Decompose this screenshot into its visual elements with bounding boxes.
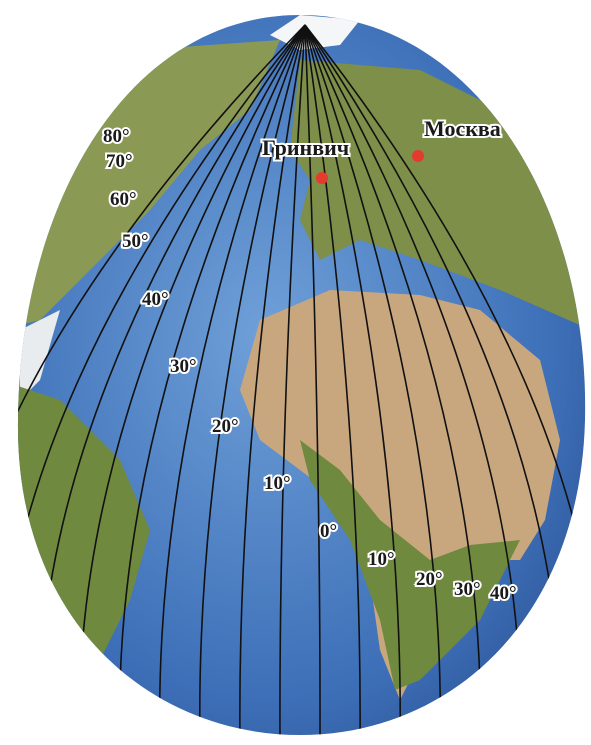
meridian-labels: 80° 70° 60° 50° 40° 30° 20° 10° 0° 10° 20° 30° 40°: [101, 124, 519, 606]
africa-south: [300, 440, 520, 690]
meridian-line: [304, 24, 482, 735]
africa: [240, 290, 560, 700]
meridian-line: [198, 24, 306, 735]
meridian-label: 10°: [368, 549, 395, 570]
meridian-line: [304, 24, 402, 735]
meridian-label: 50°: [122, 231, 149, 252]
place-label: Москва: [424, 116, 501, 141]
meridians: [17, 24, 586, 735]
meridian-label: 20°: [212, 416, 239, 437]
meridian-line: [304, 24, 361, 735]
place-label: Гринвич: [262, 135, 349, 160]
greenwich-dot: [316, 172, 328, 184]
meridian-label: 10°: [264, 473, 291, 494]
meridian-label: 40°: [142, 289, 169, 310]
meridian-label: 80°: [103, 126, 130, 147]
meridian-line: [239, 24, 306, 735]
meridian-line: [17, 24, 306, 735]
meridian-label: 30°: [170, 356, 197, 377]
meridian-label: 70°: [106, 151, 133, 172]
meridian-line: [17, 24, 306, 735]
meridian-line: [304, 24, 321, 735]
meridian-line: [118, 24, 306, 735]
meridian-line: [158, 24, 306, 735]
greenland: [20, 310, 60, 400]
meridian-line: [304, 24, 586, 735]
meridian-label: 20°: [416, 569, 443, 590]
meridian-label: 30°: [454, 579, 481, 600]
meridian-label: 0°: [320, 521, 337, 542]
meridian-line: [279, 24, 306, 735]
meridian-label: 60°: [110, 189, 137, 210]
meridian-line: [304, 24, 442, 735]
meridian-label: 40°: [490, 583, 517, 604]
moscow-dot: [412, 150, 424, 162]
